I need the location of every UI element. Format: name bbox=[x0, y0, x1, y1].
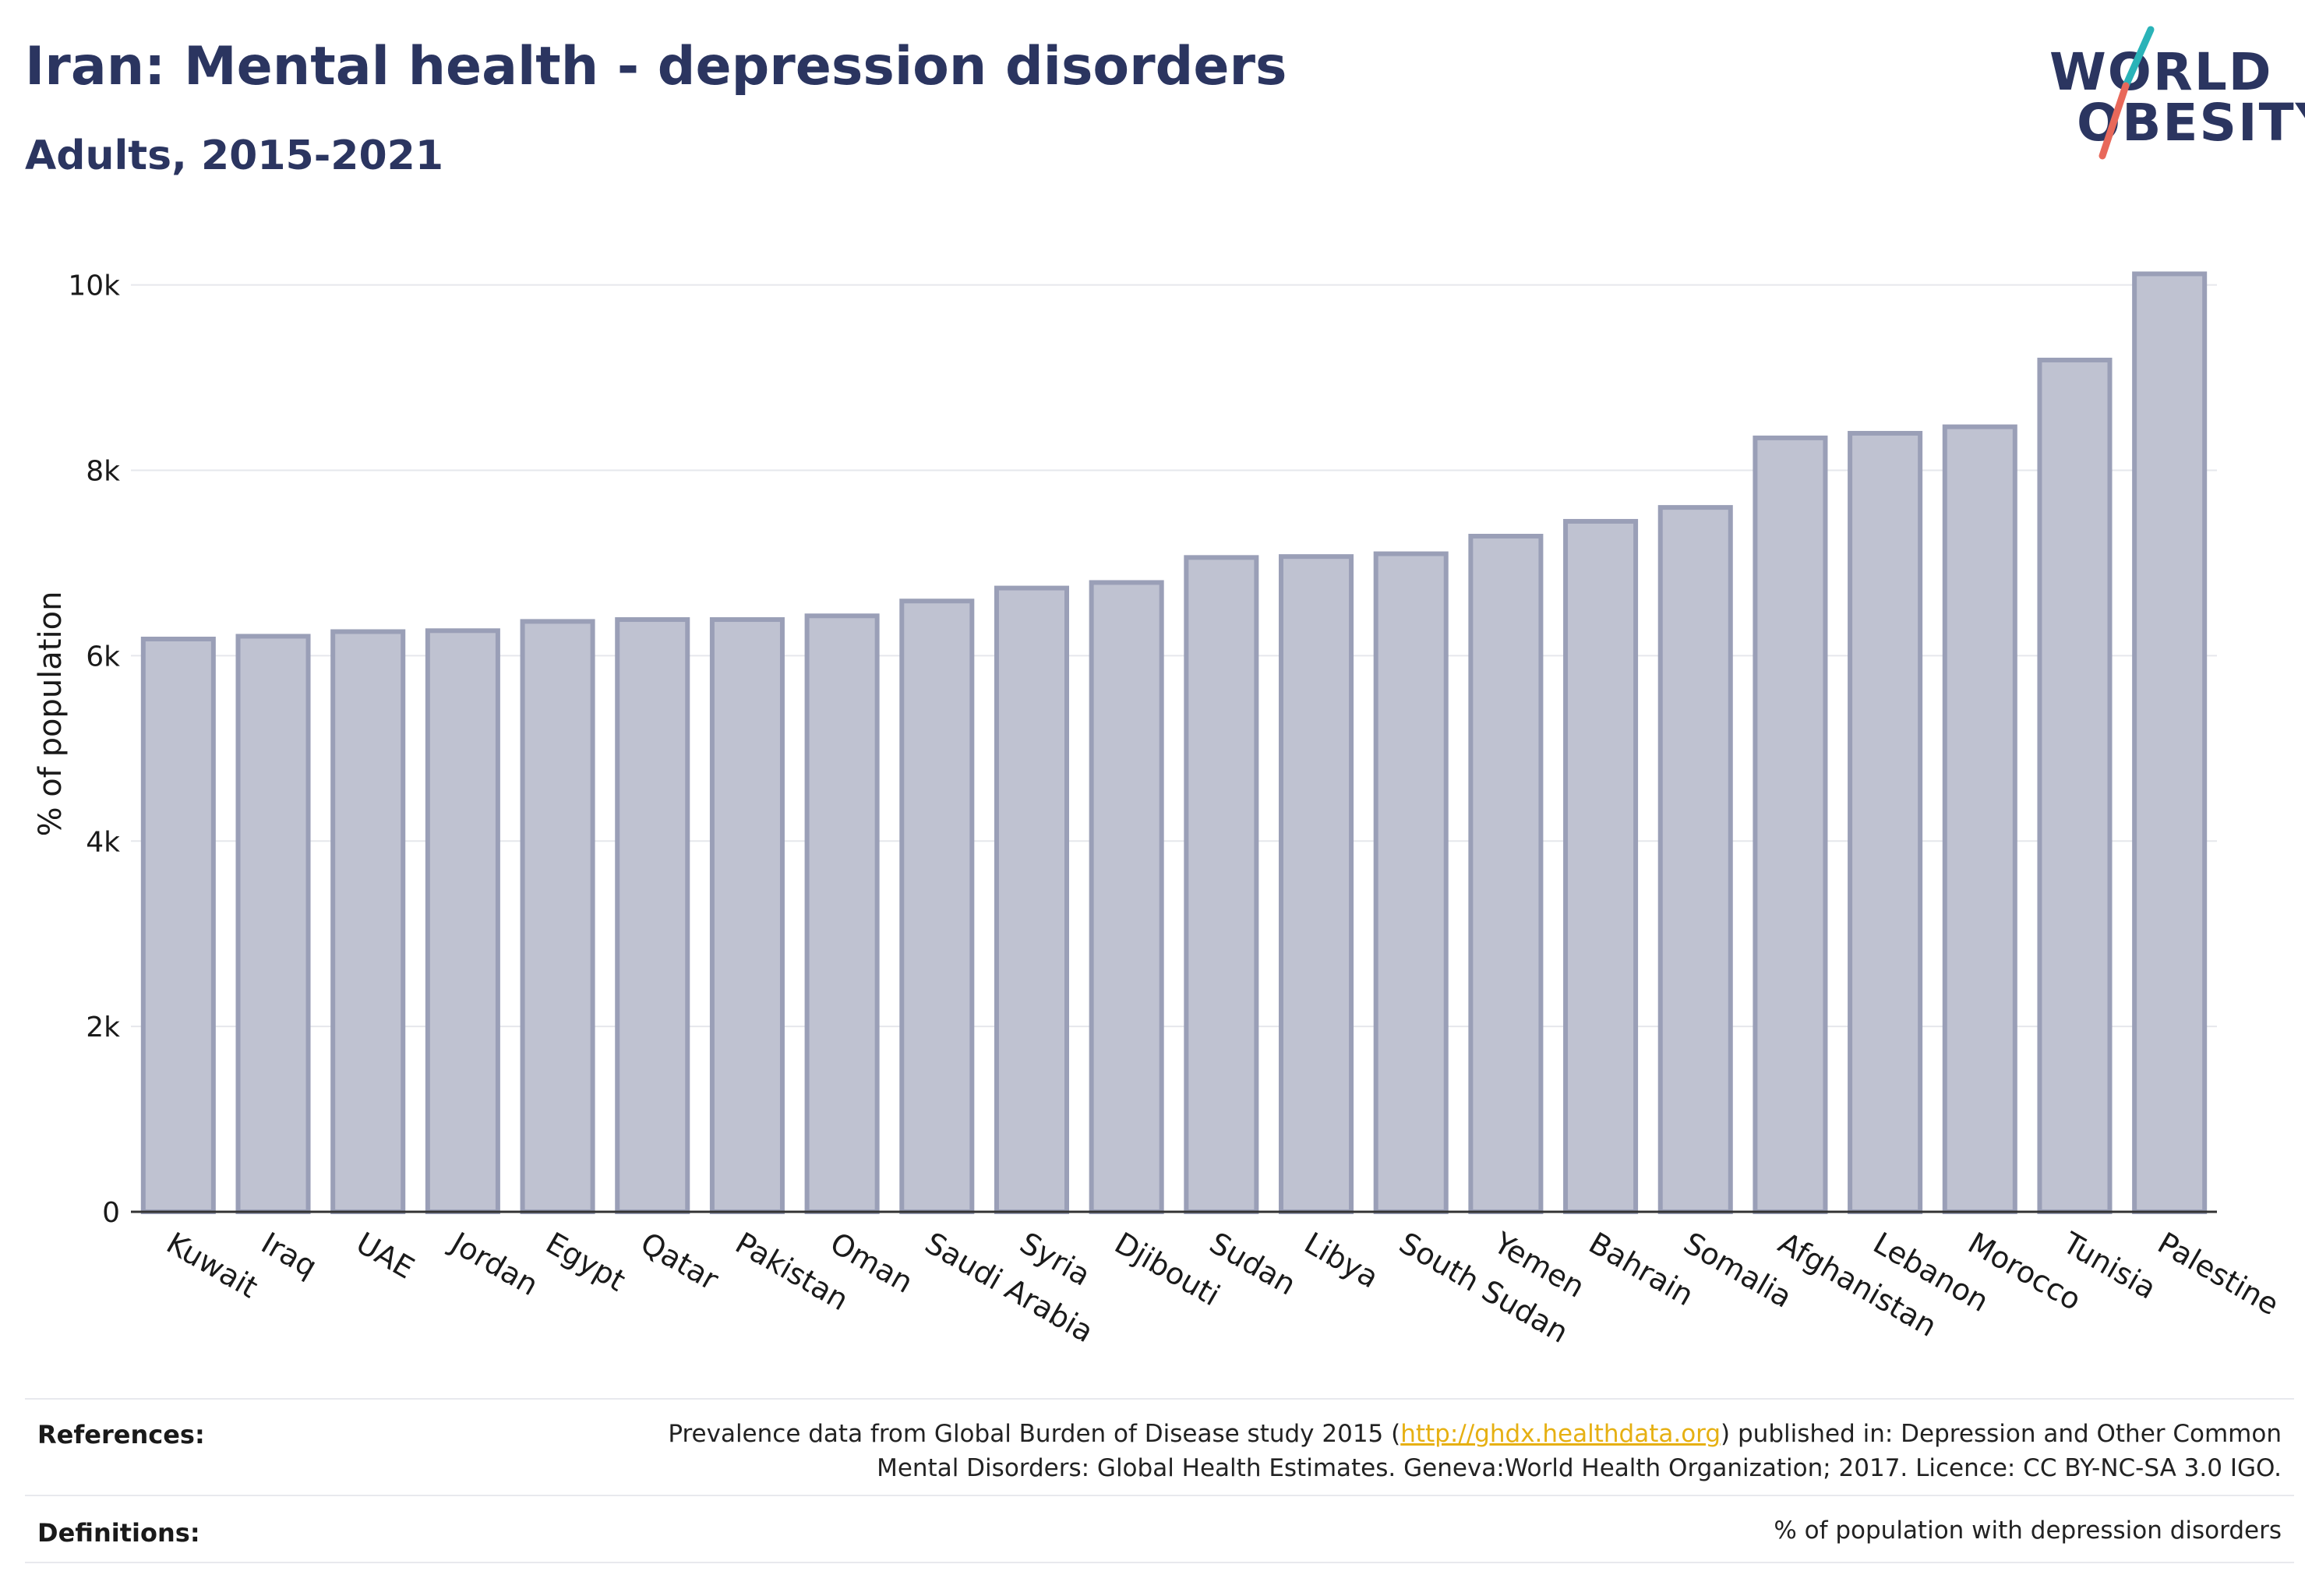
bar-lebanon[interactable] bbox=[1848, 430, 1923, 1214]
x-tick-label: Jordan bbox=[444, 1225, 544, 1303]
x-tick-label: Libya bbox=[1299, 1226, 1385, 1295]
bar-bahrain[interactable] bbox=[1563, 518, 1639, 1214]
bar-tunisia[interactable] bbox=[2037, 358, 2113, 1215]
logo-slash-icon bbox=[2099, 26, 2155, 160]
bar-libya[interactable] bbox=[1279, 554, 1354, 1214]
bar-afghanistan[interactable] bbox=[1753, 435, 1828, 1214]
bar-uae[interactable] bbox=[330, 629, 406, 1214]
chart-title: Iran: Mental health - depression disorde… bbox=[25, 36, 1287, 97]
definitions-text: % of population with depression disorder… bbox=[1774, 1517, 2282, 1545]
references-link[interactable]: http://ghdx.healthdata.org bbox=[1400, 1420, 1721, 1448]
chart-subtitle: Adults, 2015-2021 bbox=[25, 132, 444, 179]
bar-morocco[interactable] bbox=[1942, 424, 2017, 1214]
references-text-start: Prevalence data from Global Burden of Di… bbox=[668, 1420, 1401, 1448]
x-tick-label: Afghanistan bbox=[1773, 1226, 1943, 1344]
definitions-label: Definitions: bbox=[37, 1518, 200, 1548]
bar-sudan[interactable] bbox=[1184, 555, 1259, 1214]
bar-pakistan[interactable] bbox=[709, 617, 785, 1214]
x-tick-label: Egypt bbox=[540, 1226, 631, 1298]
bar-somalia[interactable] bbox=[1657, 505, 1733, 1214]
logo-line-1: WORLD bbox=[2049, 42, 2273, 102]
y-tick-label: 8k bbox=[86, 456, 120, 488]
world-obesity-logo: WORLD OBESITY bbox=[2042, 23, 2305, 164]
x-tick-label: Kuwait bbox=[161, 1226, 263, 1305]
y-axis-label: % of population bbox=[33, 591, 69, 837]
bar-djibouti[interactable] bbox=[1089, 580, 1164, 1214]
y-tick-label: 0 bbox=[102, 1197, 120, 1229]
bar-jordan[interactable] bbox=[425, 628, 500, 1214]
bar-egypt[interactable] bbox=[520, 619, 595, 1214]
references-label: References: bbox=[37, 1420, 205, 1449]
bar-syria[interactable] bbox=[994, 585, 1069, 1214]
x-tick-label: UAE bbox=[351, 1226, 420, 1286]
y-tick-label: 6k bbox=[86, 641, 120, 673]
x-tick-label: Palestine bbox=[2152, 1226, 2285, 1322]
footer-divider-bottom bbox=[25, 1562, 2294, 1563]
bar-kuwait[interactable] bbox=[140, 637, 216, 1214]
x-tick-label: Bahrain bbox=[1583, 1226, 1700, 1313]
footer-divider-middle bbox=[25, 1495, 2294, 1496]
references-text-end: ) published in: Depression and Other Com… bbox=[1721, 1420, 2282, 1448]
x-tick-label: Qatar bbox=[635, 1226, 725, 1298]
y-tick-label: 2k bbox=[86, 1012, 120, 1043]
bars bbox=[140, 271, 2208, 1215]
bar-iraq[interactable] bbox=[235, 634, 311, 1214]
x-tick-label: Djibouti bbox=[1109, 1226, 1226, 1313]
x-tick-label: Iraq bbox=[256, 1226, 323, 1284]
references-text: Prevalence data from Global Burden of Di… bbox=[489, 1417, 2282, 1485]
bar-yemen[interactable] bbox=[1468, 533, 1544, 1214]
bar-saudi-arabia[interactable] bbox=[899, 598, 975, 1214]
references-text-line2: Mental Disorders: Global Health Estimate… bbox=[877, 1454, 2282, 1482]
y-tick-label: 4k bbox=[86, 826, 120, 858]
bar-south-sudan[interactable] bbox=[1373, 551, 1449, 1214]
y-tick-label: 10k bbox=[68, 270, 120, 302]
bar-palestine[interactable] bbox=[2132, 271, 2208, 1215]
bar-oman[interactable] bbox=[804, 613, 880, 1214]
footer-divider-top bbox=[25, 1398, 2294, 1400]
bar-qatar[interactable] bbox=[615, 617, 690, 1214]
x-tick-label: Somalia bbox=[1678, 1226, 1798, 1315]
